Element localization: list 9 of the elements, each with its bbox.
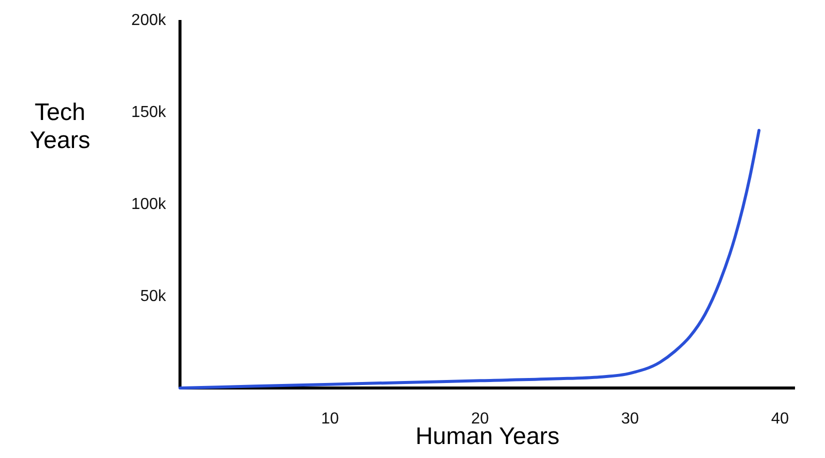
y-tick-label: 200k xyxy=(131,12,167,30)
y-axis-title: Tech Years xyxy=(30,99,90,154)
y-tick-label: 100k xyxy=(131,196,167,214)
x-tick-label: 10 xyxy=(321,410,339,428)
x-tick-label: 40 xyxy=(771,410,789,428)
x-tick-label: 30 xyxy=(621,410,639,428)
line-series xyxy=(178,128,760,390)
y-tick-label: 150k xyxy=(131,104,167,122)
y-tick-label: 50k xyxy=(140,288,167,306)
